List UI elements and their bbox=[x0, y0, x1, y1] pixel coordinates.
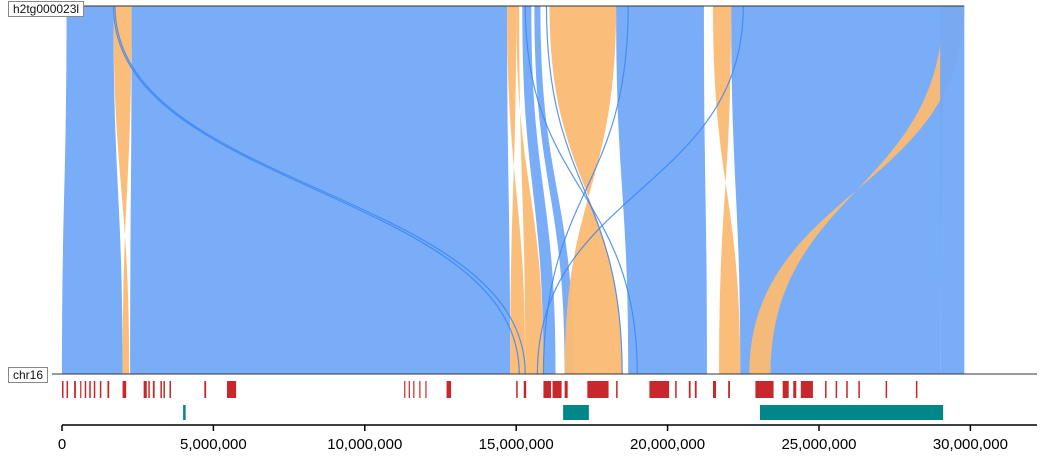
teal-annotation-1 bbox=[563, 405, 589, 420]
red-annotation-29 bbox=[564, 381, 568, 398]
red-annotation-1 bbox=[66, 381, 69, 398]
alignment-ribbon-5 bbox=[522, 6, 556, 374]
red-annotation-33 bbox=[675, 381, 677, 398]
red-annotation-31 bbox=[616, 381, 618, 398]
alignment-ribbon-0 bbox=[62, 6, 123, 374]
red-annotation-12 bbox=[148, 381, 150, 398]
red-annotation-16 bbox=[169, 381, 172, 398]
red-annotation-2 bbox=[74, 381, 76, 398]
long-link-4 bbox=[545, 5, 623, 375]
x-tick-label-4: 20,000,000 bbox=[630, 436, 705, 453]
red-annotation-47 bbox=[915, 381, 918, 398]
red-annotation-27 bbox=[543, 381, 552, 398]
red-annotation-43 bbox=[835, 381, 838, 398]
red-annotation-23 bbox=[425, 381, 427, 398]
red-annotation-track bbox=[62, 381, 918, 398]
x-tick-label-2: 10,000,000 bbox=[327, 436, 402, 453]
x-tick-label-0: 0 bbox=[58, 436, 66, 453]
red-annotation-19 bbox=[404, 381, 406, 398]
x-tick-label-6: 30,000,000 bbox=[933, 436, 1008, 453]
red-annotation-3 bbox=[80, 381, 82, 398]
red-annotation-6 bbox=[93, 381, 96, 398]
red-annotation-37 bbox=[728, 381, 730, 398]
red-annotation-38 bbox=[755, 381, 774, 398]
red-annotation-35 bbox=[694, 381, 697, 398]
red-annotation-41 bbox=[800, 381, 813, 398]
red-annotation-24 bbox=[446, 381, 452, 398]
red-annotation-36 bbox=[713, 381, 717, 398]
red-annotation-21 bbox=[413, 381, 415, 398]
alignment-ribbon-4 bbox=[516, 6, 544, 374]
red-annotation-11 bbox=[143, 381, 146, 398]
x-axis: 0 5,000,000 10,000,000 15,000,000 20,000,000… bbox=[58, 424, 1037, 453]
red-annotation-22 bbox=[419, 381, 421, 398]
alignment-ribbon-6 bbox=[534, 6, 574, 374]
red-annotation-14 bbox=[160, 381, 162, 398]
red-annotation-46 bbox=[885, 381, 888, 398]
red-annotation-30 bbox=[587, 381, 609, 398]
x-tick-label-3: 15,000,000 bbox=[479, 436, 554, 453]
red-annotation-45 bbox=[858, 381, 860, 398]
red-annotation-28 bbox=[552, 381, 562, 398]
red-annotation-13 bbox=[152, 381, 155, 398]
alignment-ribbon-3 bbox=[507, 6, 526, 374]
red-annotation-8 bbox=[107, 381, 110, 398]
red-annotation-39 bbox=[782, 381, 789, 398]
long-link-1 bbox=[114, 5, 526, 375]
long-links bbox=[112, 5, 744, 375]
red-annotation-42 bbox=[825, 381, 827, 398]
alignment-ribbon-9 bbox=[713, 6, 741, 374]
red-annotation-17 bbox=[204, 381, 207, 398]
alignment-ribbon-11 bbox=[749, 6, 965, 374]
red-annotation-18 bbox=[227, 381, 237, 398]
red-annotation-40 bbox=[793, 381, 797, 398]
teal-annotation-track bbox=[183, 405, 944, 420]
x-tick-label-5: 25,000,000 bbox=[781, 436, 856, 453]
reference-track-label[interactable]: chr16 bbox=[8, 367, 49, 383]
red-annotation-32 bbox=[649, 381, 670, 398]
red-annotation-26 bbox=[523, 381, 527, 398]
alignment-ribbon-8 bbox=[616, 6, 707, 374]
alignment-ribbon-12 bbox=[940, 6, 965, 374]
red-annotation-20 bbox=[408, 381, 410, 398]
teal-annotation-0 bbox=[183, 405, 186, 420]
red-annotation-7 bbox=[99, 381, 102, 398]
x-tick-label-1: 5,000,000 bbox=[180, 436, 247, 453]
alignment-ribbon-1 bbox=[113, 6, 132, 374]
red-annotation-25 bbox=[516, 381, 518, 398]
red-annotation-9 bbox=[122, 381, 127, 398]
red-annotation-44 bbox=[846, 381, 848, 398]
red-annotation-0 bbox=[62, 381, 64, 398]
red-annotation-15 bbox=[163, 381, 165, 398]
long-link-0 bbox=[112, 5, 520, 375]
red-annotation-4 bbox=[84, 381, 87, 398]
red-annotation-5 bbox=[89, 381, 91, 398]
alignment-ribbons bbox=[62, 6, 965, 374]
long-link-3 bbox=[542, 5, 629, 375]
query-track-label[interactable]: h2tg000023l bbox=[8, 1, 85, 17]
teal-annotation-2 bbox=[759, 405, 944, 420]
red-annotation-34 bbox=[688, 381, 691, 398]
long-link-5 bbox=[524, 5, 638, 375]
